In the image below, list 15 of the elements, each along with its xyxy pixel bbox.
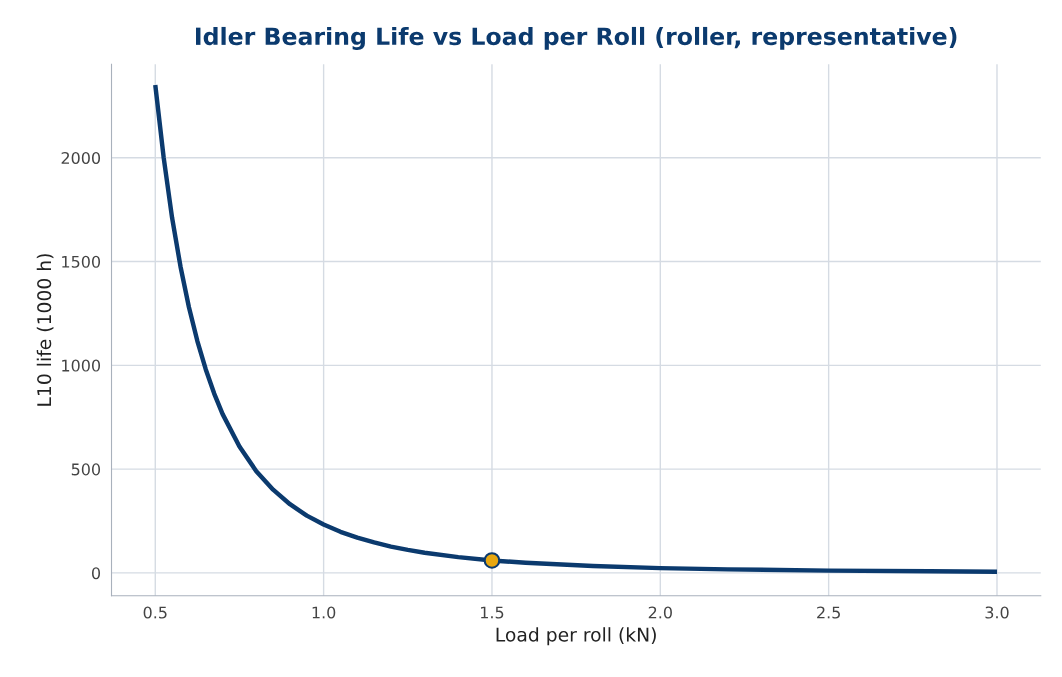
y-tick-label: 1500: [62, 255, 101, 268]
x-axis-title: Load per roll (kN): [496, 627, 656, 646]
line-series: [153, 82, 1000, 574]
x-tick-label: 1.0: [312, 606, 336, 619]
y-tick-label: 1000: [62, 359, 101, 372]
y-tick-label: 2000: [61, 151, 101, 165]
x-tick-label: 1.5: [481, 606, 504, 619]
y-tick-label: 0: [91, 567, 101, 580]
x-tick-label: 2.0: [648, 606, 672, 619]
y-tick-label: 500: [71, 463, 101, 476]
chart-title: Idler Bearing Life vs Load per Roll (roller, representative): [196, 26, 957, 50]
x-tick-label: 2.5: [817, 606, 840, 619]
x-tick-label: 3.0: [985, 606, 1009, 619]
y-axis-title: L10 life (1000 h): [36, 254, 54, 406]
x-tick-label: 0.5: [143, 606, 167, 619]
